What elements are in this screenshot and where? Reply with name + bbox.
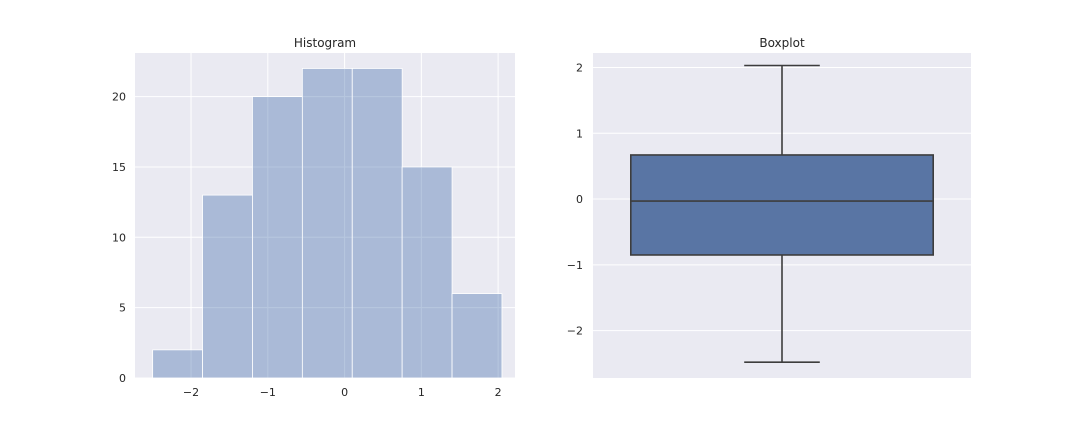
boxplot-box <box>629 154 934 256</box>
histogram-y-tick-label: 10 <box>112 231 126 244</box>
histogram-bar <box>252 96 303 379</box>
histogram-title: Histogram <box>294 36 356 50</box>
histogram-x-tick-label: 2 <box>495 386 502 399</box>
histogram-bar <box>451 293 503 379</box>
histogram-x-tick-label: 1 <box>418 386 425 399</box>
boxplot-y-tick-label: 2 <box>576 61 583 74</box>
histogram-x-tick-label: −2 <box>183 386 199 399</box>
histogram-y-tick-label: 15 <box>112 161 126 174</box>
boxplot-title: Boxplot <box>759 36 805 50</box>
histogram-bars <box>152 68 503 379</box>
boxplot-marks <box>629 64 934 364</box>
histogram-x-tick-label: 0 <box>341 386 348 399</box>
histogram-y-tick-label: 5 <box>119 302 126 315</box>
histogram-y-ticks: 0 5 10 15 20 <box>112 91 126 385</box>
histogram-bar <box>152 349 203 379</box>
boxplot-y-tick-label: 1 <box>576 127 583 140</box>
boxplot-axes: −2 −1 0 1 2 Boxplot <box>567 36 971 378</box>
boxplot-y-ticks: −2 −1 0 1 2 <box>567 61 583 337</box>
histogram-x-ticks: −2 −1 0 1 2 <box>183 386 502 399</box>
histogram-y-tick-label: 20 <box>112 91 126 104</box>
boxplot-y-tick-label: −2 <box>567 325 583 338</box>
histogram-bar <box>202 194 253 379</box>
histogram-bar <box>351 68 403 379</box>
histogram-bar <box>301 68 353 379</box>
boxplot-y-tick-label: 0 <box>576 193 583 206</box>
histogram-bar <box>401 166 453 379</box>
histogram-x-tick-label: −1 <box>260 386 276 399</box>
histogram-y-tick-label: 0 <box>119 372 126 385</box>
histogram-axes: −2 −1 0 1 2 0 5 10 15 20 Histogram <box>112 36 515 399</box>
boxplot-y-tick-label: −1 <box>567 259 583 272</box>
